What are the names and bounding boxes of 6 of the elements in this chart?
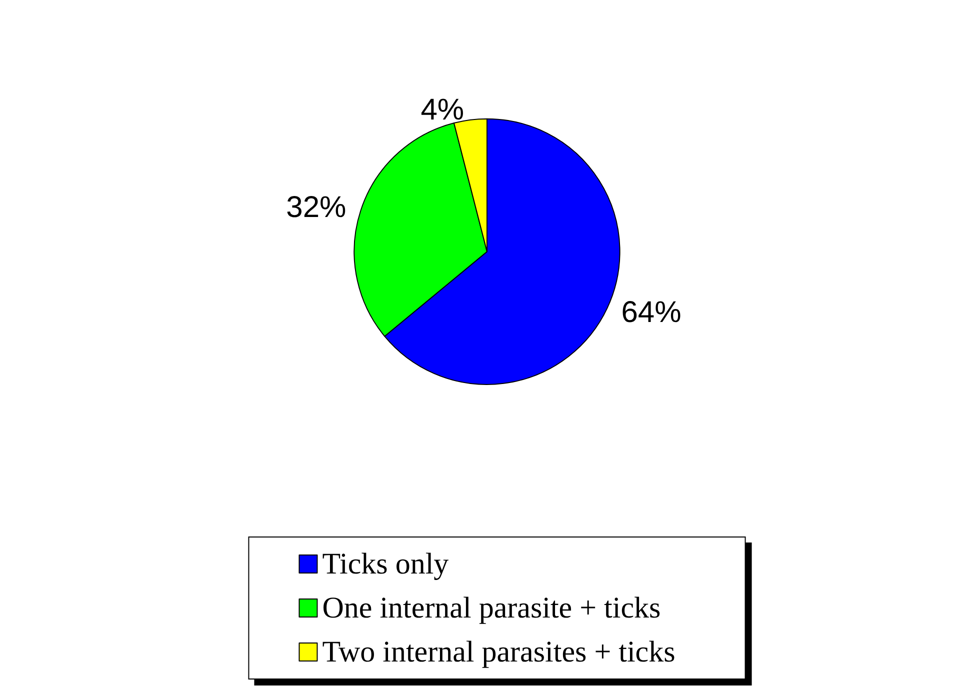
legend-label: One internal parasite + ticks xyxy=(322,592,661,624)
legend-label: Ticks only xyxy=(322,548,449,580)
legend-label: Two internal parasites + ticks xyxy=(322,636,676,668)
data-label: 32% xyxy=(286,191,346,224)
data-label: 64% xyxy=(621,296,682,329)
data-label: 4% xyxy=(420,93,464,126)
